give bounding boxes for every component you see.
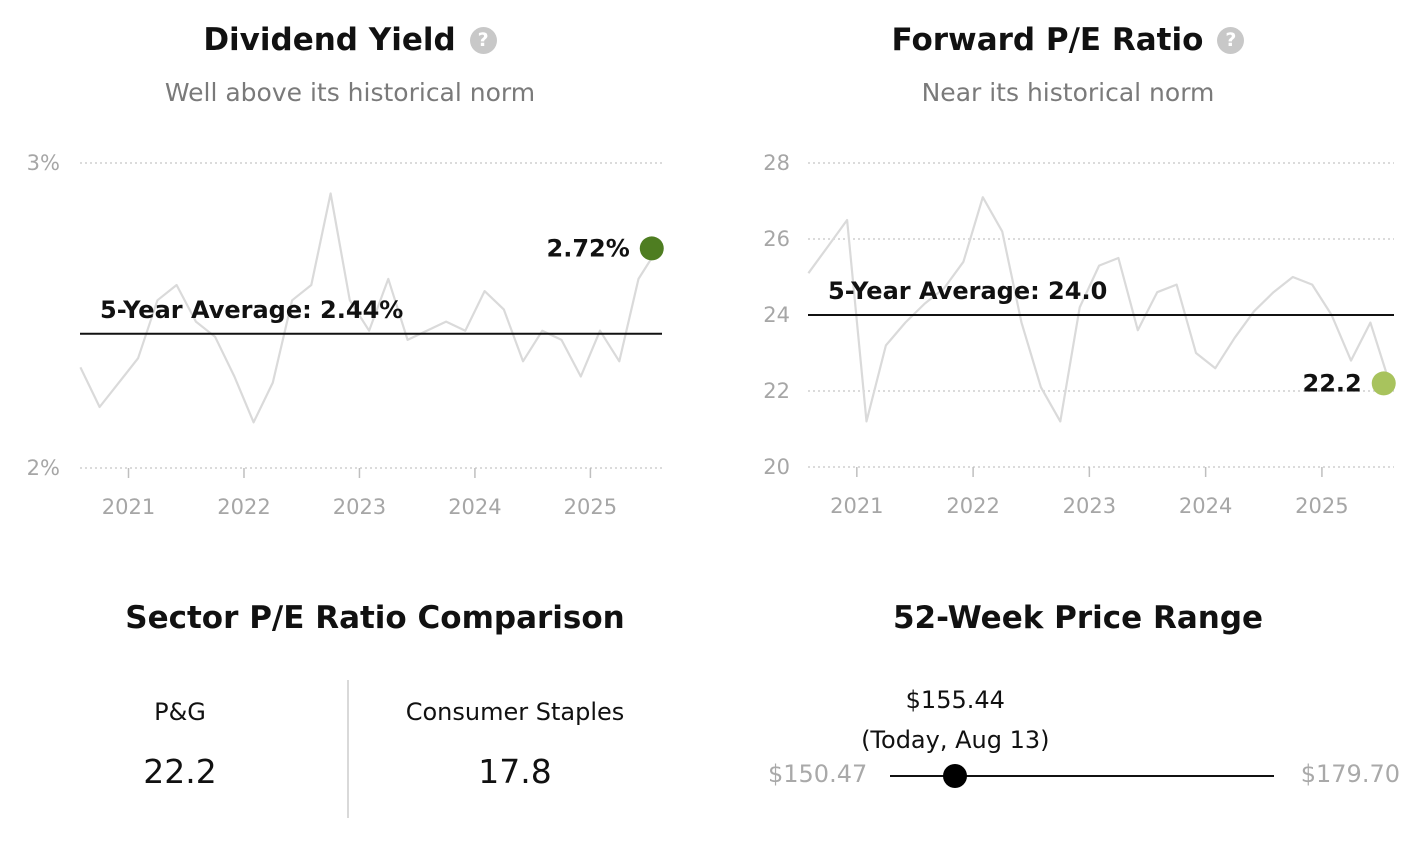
y-tick-label: 20 bbox=[763, 455, 790, 479]
price-range-track bbox=[890, 775, 1274, 777]
x-tick-label: 2022 bbox=[217, 495, 270, 519]
dividend-yield-title-text: Dividend Yield bbox=[203, 22, 456, 58]
forward-pe-subtitle: Near its historical norm bbox=[921, 78, 1215, 107]
y-tick-label: 3% bbox=[27, 151, 60, 175]
x-tick-label: 2023 bbox=[1063, 494, 1116, 518]
price-range-high: $179.70 bbox=[1300, 760, 1400, 788]
sector-item-value: 22.2 bbox=[143, 752, 217, 791]
sector-item-label: P&G bbox=[154, 698, 206, 726]
y-tick-label: 2% bbox=[27, 456, 60, 480]
sector-item-value: 17.8 bbox=[478, 752, 552, 791]
sector-pe-panel: Sector P/E Ratio Comparison P&G 22.2 Con… bbox=[80, 600, 670, 830]
price-range-current-note: (Today, Aug 13) bbox=[861, 726, 1050, 754]
dividend-yield-subtitle: Well above its historical norm bbox=[164, 78, 536, 107]
price-range-panel: 52-Week Price Range $155.44 (Today, Aug … bbox=[748, 600, 1408, 830]
series-line bbox=[807, 196, 1391, 423]
price-range-title: 52-Week Price Range bbox=[892, 600, 1264, 636]
current-value-label: 2.72% bbox=[547, 234, 630, 262]
current-value-label: 22.2 bbox=[1303, 369, 1362, 397]
current-value-dot bbox=[1371, 371, 1396, 396]
y-tick-label: 22 bbox=[763, 379, 790, 403]
sector-item-label: Consumer Staples bbox=[405, 698, 625, 726]
sector-item-consumer-staples: Consumer Staples 17.8 bbox=[370, 698, 660, 791]
y-tick-label: 28 bbox=[763, 151, 790, 175]
help-icon[interactable]: ? bbox=[469, 27, 497, 54]
forward-pe-title-text: Forward P/E Ratio bbox=[891, 22, 1204, 58]
current-value-dot bbox=[639, 236, 664, 261]
price-range-low: $150.47 bbox=[768, 760, 868, 788]
x-tick-label: 2024 bbox=[1179, 494, 1232, 518]
sector-divider bbox=[347, 680, 349, 818]
y-tick-label: 24 bbox=[763, 303, 790, 327]
y-tick-label: 26 bbox=[763, 227, 790, 251]
forward-pe-panel: Forward P/E Ratio? Near its historical n… bbox=[718, 0, 1418, 540]
x-tick-label: 2023 bbox=[333, 495, 386, 519]
sector-item-pg: P&G 22.2 bbox=[80, 698, 280, 791]
dividend-yield-title: Dividend Yield? bbox=[0, 22, 700, 58]
price-range-current-price: $155.44 bbox=[905, 686, 1005, 714]
forward-pe-chart: 28 26 24 22 20 2021 2022 2023 2024 2025 5-Year Ave… bbox=[763, 151, 1396, 518]
sector-pe-title: Sector P/E Ratio Comparison bbox=[125, 600, 625, 636]
x-tick-label: 2025 bbox=[1295, 494, 1348, 518]
average-label: 5-Year Average: 2.44% bbox=[100, 296, 403, 324]
x-tick-label: 2024 bbox=[448, 495, 501, 519]
series-line bbox=[79, 192, 659, 424]
x-tick-label: 2022 bbox=[946, 494, 999, 518]
price-range-current: $155.44 (Today, Aug 13) bbox=[825, 680, 1085, 760]
dividend-yield-panel: Dividend Yield? Well above its historica… bbox=[0, 0, 700, 540]
x-tick-label: 2021 bbox=[830, 494, 883, 518]
x-tick-label: 2025 bbox=[564, 495, 617, 519]
help-icon[interactable]: ? bbox=[1217, 27, 1245, 54]
x-tick-label: 2021 bbox=[102, 495, 155, 519]
dividend-yield-chart: 3% 2% 2021 2022 2023 2024 2025 5-Year Average: … bbox=[27, 151, 664, 519]
average-label: 5-Year Average: 24.0 bbox=[828, 277, 1107, 305]
price-range-marker bbox=[943, 764, 968, 788]
forward-pe-title: Forward P/E Ratio? bbox=[718, 22, 1418, 58]
